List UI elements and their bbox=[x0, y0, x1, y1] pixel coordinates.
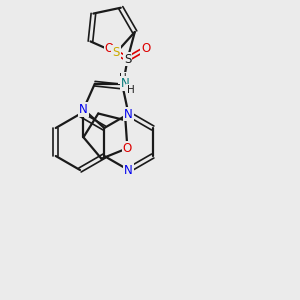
Text: O: O bbox=[123, 142, 132, 155]
Text: N: N bbox=[121, 77, 129, 90]
Text: O: O bbox=[105, 42, 114, 55]
Text: H: H bbox=[119, 73, 127, 83]
Text: N: N bbox=[124, 107, 133, 121]
Text: H: H bbox=[127, 85, 135, 95]
Text: N: N bbox=[124, 164, 133, 176]
Text: O: O bbox=[141, 42, 150, 55]
Text: S: S bbox=[112, 46, 120, 59]
Text: S: S bbox=[124, 52, 131, 65]
Text: N: N bbox=[79, 103, 88, 116]
